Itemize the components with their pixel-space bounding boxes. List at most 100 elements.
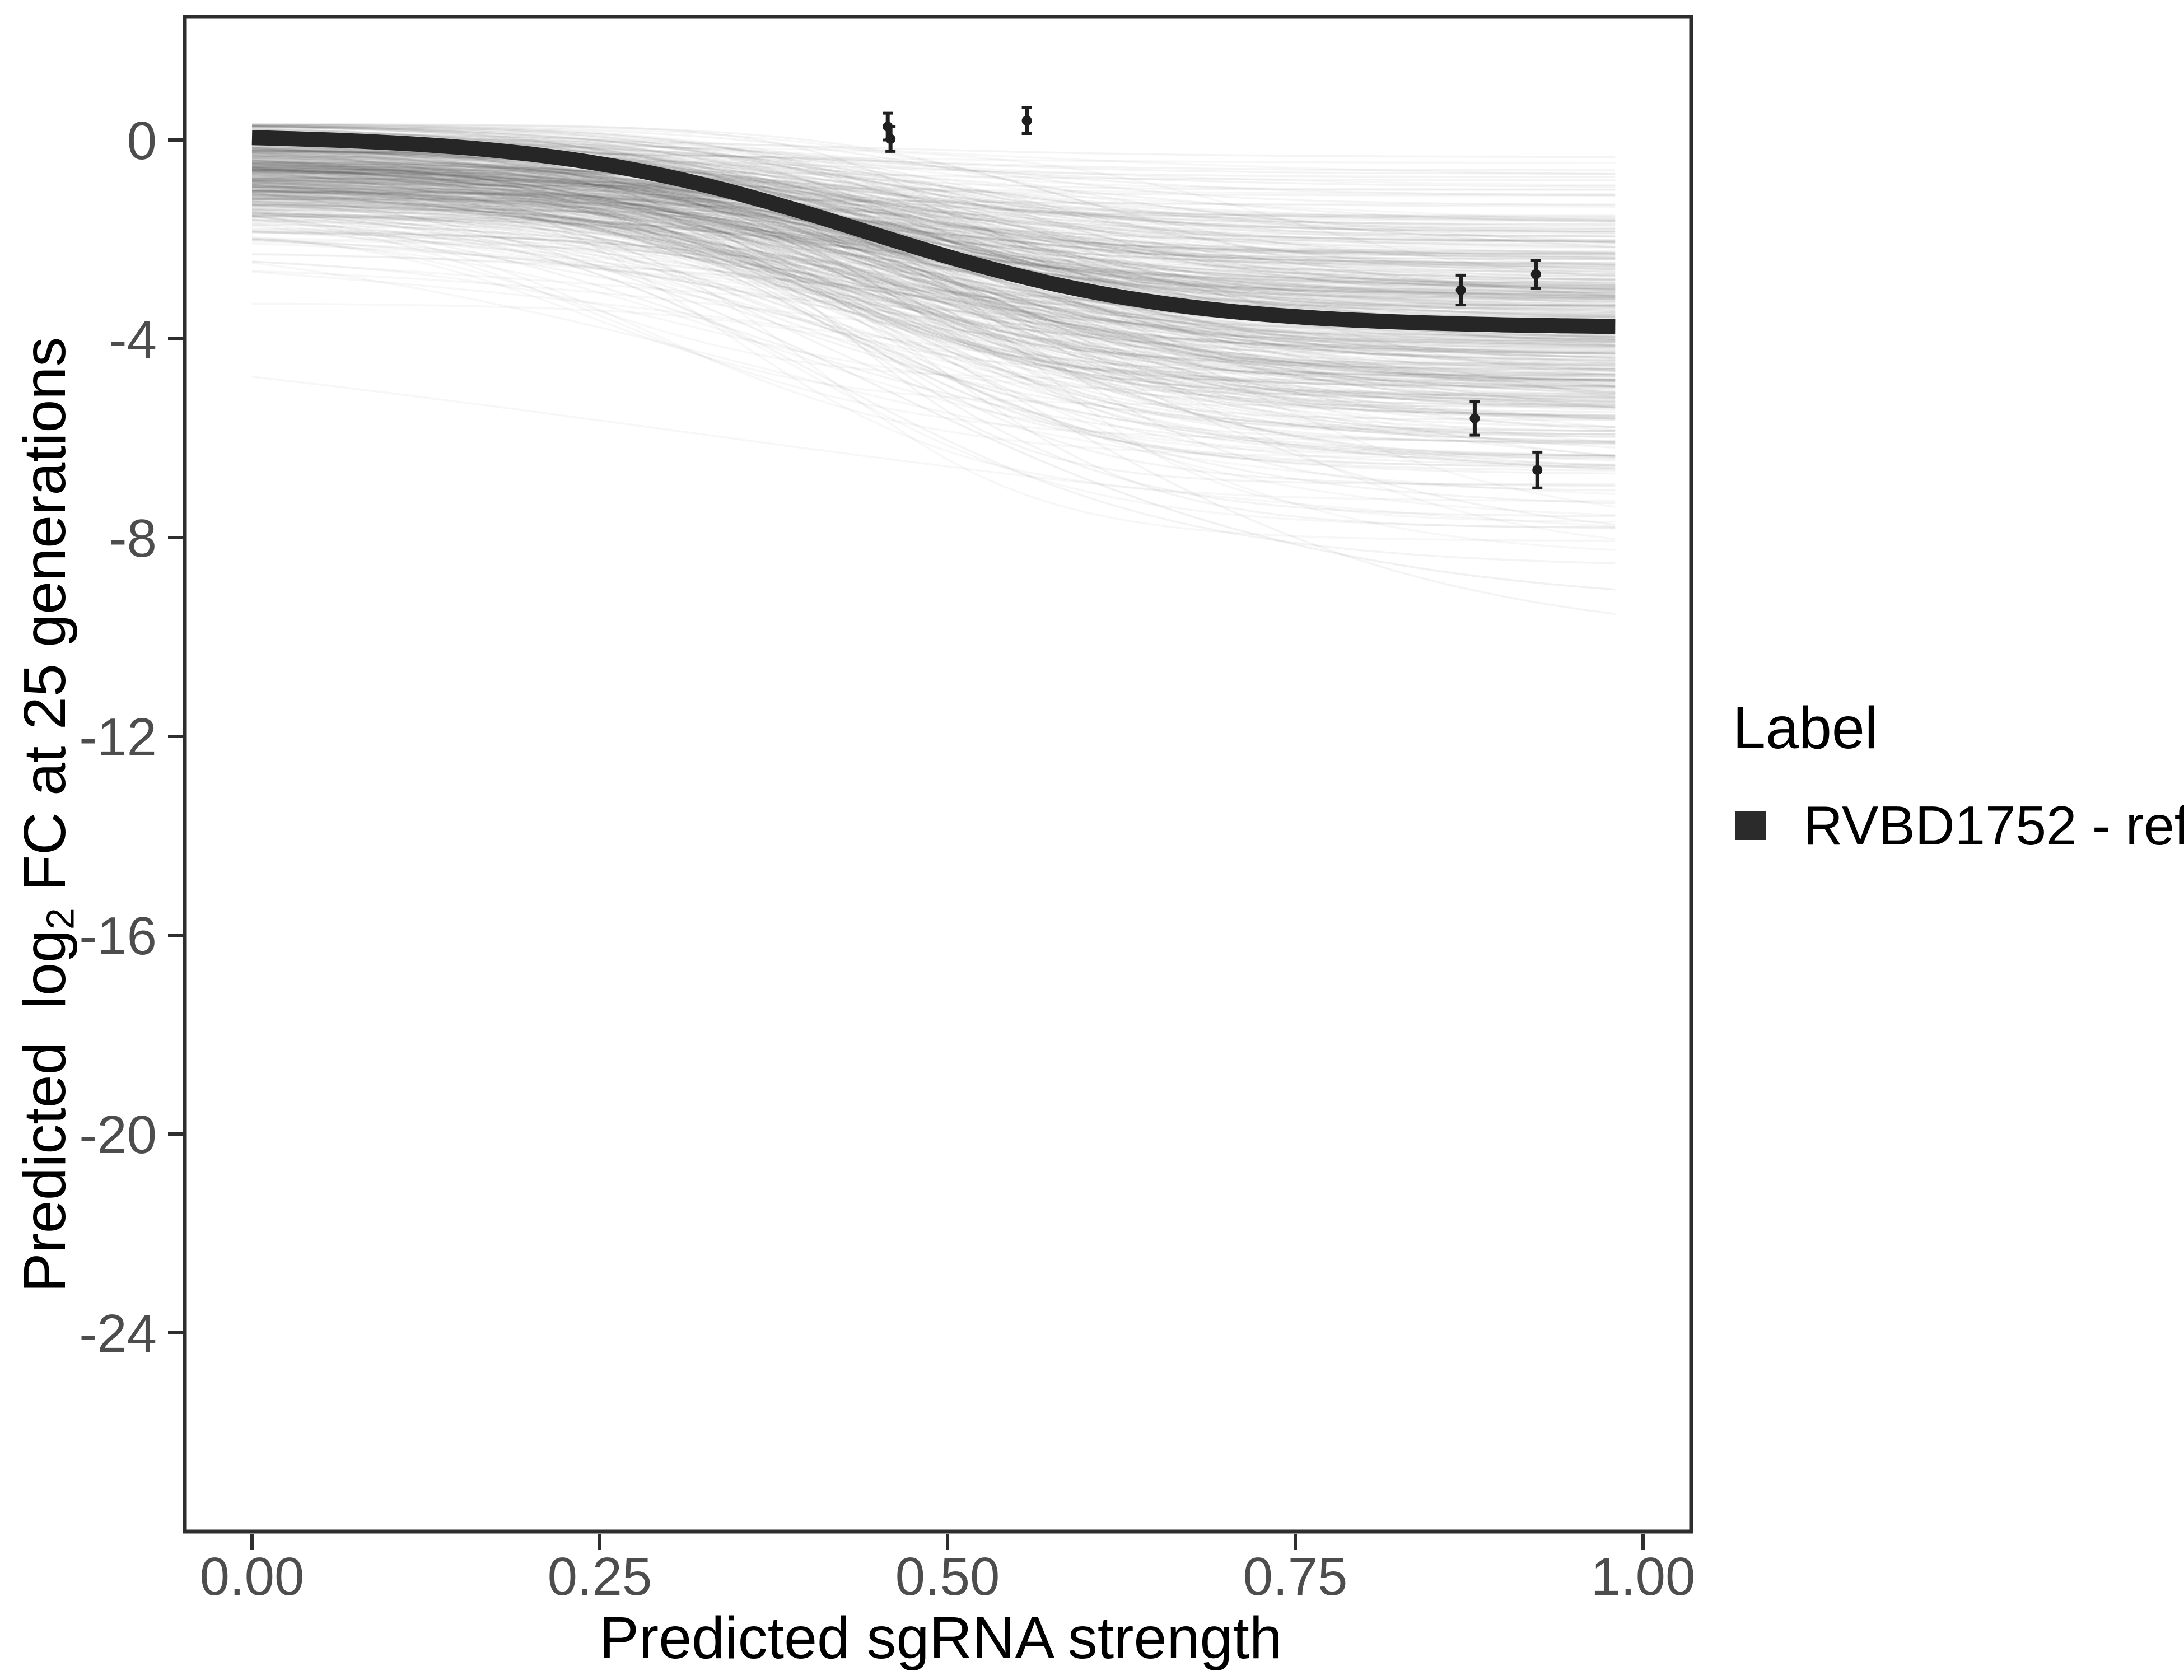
posterior-curve — [251, 172, 1616, 254]
posterior-curve — [251, 169, 1616, 260]
posterior-curve — [251, 216, 1616, 529]
posterior-curve — [251, 181, 1616, 399]
y-tick-label: -4 — [109, 310, 157, 370]
posterior-curve — [251, 124, 1616, 297]
posterior-curve — [251, 239, 1616, 300]
posterior-curve — [251, 160, 1616, 365]
posterior-curve — [251, 204, 1616, 354]
posterior-curve — [251, 174, 1616, 299]
posterior-curve — [251, 214, 1616, 349]
posterior-curve — [251, 157, 1616, 274]
posterior-curve — [251, 177, 1616, 353]
posterior-outlier-curve — [251, 192, 1616, 591]
posterior-curve — [251, 186, 1616, 416]
posterior-curve — [251, 162, 1616, 376]
posterior-curve — [251, 162, 1616, 306]
reference-curve — [251, 130, 1616, 334]
posterior-curve — [251, 189, 1616, 365]
posterior-curve — [251, 184, 1616, 341]
data-point — [1530, 259, 1541, 290]
y-tick-label: -8 — [109, 508, 157, 568]
posterior-curve — [251, 214, 1616, 540]
posterior-curve — [251, 166, 1616, 420]
posterior-curve — [251, 180, 1616, 265]
posterior-curve — [251, 173, 1616, 388]
posterior-curve — [251, 190, 1616, 342]
posterior-curve — [251, 169, 1616, 367]
posterior-curve — [251, 179, 1616, 281]
posterior-curve — [251, 190, 1616, 472]
posterior-curve — [251, 191, 1616, 250]
posterior-curve — [251, 190, 1616, 222]
posterior-curve — [251, 157, 1616, 365]
posterior-curve — [251, 124, 1616, 273]
posterior-curve — [251, 167, 1616, 349]
posterior-curve — [251, 179, 1616, 396]
posterior-curve — [251, 165, 1616, 318]
posterior-curve — [251, 195, 1616, 389]
legend-title: Label — [1733, 695, 1878, 761]
posterior-curve — [251, 163, 1616, 237]
posterior-curve — [251, 165, 1616, 288]
posterior-curve — [251, 197, 1616, 218]
posterior-curve — [251, 231, 1616, 377]
posterior-curve — [251, 197, 1616, 208]
posterior-curve — [251, 146, 1616, 363]
posterior-curve — [251, 152, 1616, 400]
posterior-curve — [251, 171, 1616, 456]
posterior-curve — [251, 152, 1616, 444]
posterior-curve — [251, 182, 1616, 276]
posterior-curve — [251, 125, 1616, 359]
posterior-curve — [251, 186, 1616, 372]
posterior-curve — [251, 124, 1616, 190]
posterior-curve — [251, 176, 1616, 235]
posterior-curve — [251, 236, 1616, 407]
posterior-curve — [251, 183, 1616, 378]
posterior-curve — [251, 187, 1616, 308]
posterior-curve — [251, 222, 1616, 388]
posterior-curve — [251, 169, 1616, 375]
posterior-curve — [251, 170, 1616, 316]
posterior-curve — [251, 191, 1616, 381]
posterior-curve — [251, 178, 1616, 394]
data-point — [885, 125, 896, 153]
posterior-curve — [251, 225, 1616, 457]
posterior-curve — [251, 215, 1616, 442]
posterior-curve — [251, 161, 1616, 449]
posterior-curve — [251, 220, 1616, 457]
data-point — [1532, 450, 1543, 489]
y-tick-label: 0 — [127, 111, 157, 171]
x-tick-label: 1.00 — [1591, 1547, 1696, 1607]
posterior-curve — [251, 178, 1616, 270]
posterior-curve — [251, 180, 1616, 280]
posterior-curve — [251, 200, 1616, 380]
posterior-curve — [251, 179, 1616, 231]
posterior-outlier-curve — [251, 211, 1616, 564]
posterior-curve — [251, 218, 1616, 340]
posterior-curve — [251, 162, 1616, 371]
posterior-curve — [251, 125, 1616, 221]
posterior-curve — [251, 189, 1616, 438]
posterior-curve — [251, 124, 1616, 351]
posterior-curve — [251, 187, 1616, 409]
posterior-curve — [251, 193, 1616, 342]
posterior-curve — [251, 136, 1616, 446]
posterior-curve — [251, 164, 1616, 403]
posterior-curve — [251, 166, 1616, 438]
x-tick-label: 0.50 — [895, 1547, 1000, 1607]
posterior-curve — [251, 203, 1616, 334]
posterior-curve — [251, 170, 1616, 388]
posterior-curve — [251, 170, 1616, 400]
posterior-curve — [251, 190, 1616, 492]
posterior-curve — [251, 262, 1616, 496]
posterior-curve — [251, 123, 1616, 261]
posterior-curve — [251, 183, 1616, 254]
posterior-curve — [251, 160, 1616, 297]
posterior-curve — [251, 158, 1616, 443]
posterior-curve — [252, 184, 1616, 197]
posterior-curve — [251, 229, 1616, 399]
data-points — [883, 106, 1543, 489]
posterior-curve — [251, 202, 1616, 419]
posterior-curve — [251, 179, 1616, 260]
posterior-curve — [251, 164, 1616, 385]
